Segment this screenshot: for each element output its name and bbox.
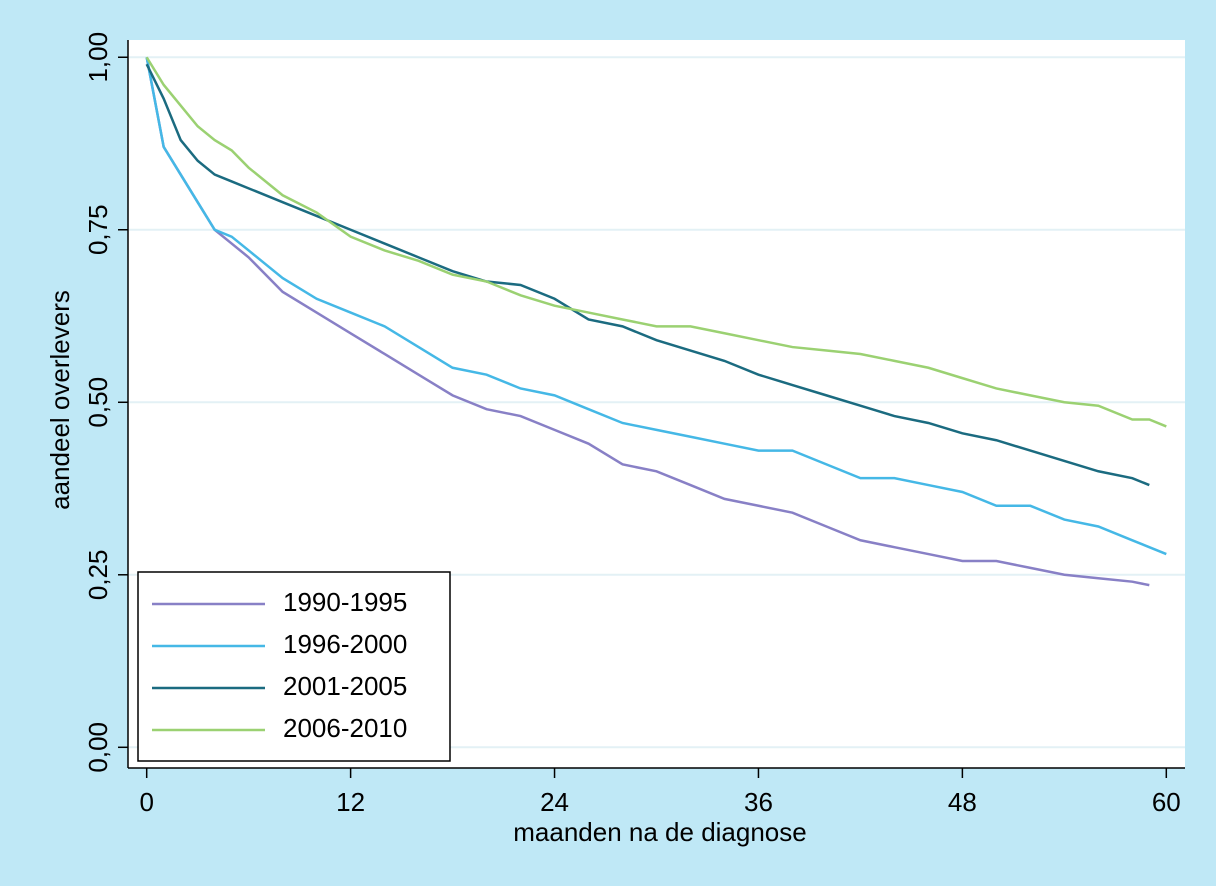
survival-line — [145, 56, 1167, 428]
y-tick-label: 0,75 — [83, 204, 113, 255]
survival-line — [145, 63, 1150, 487]
y-tick-label: 0,25 — [83, 549, 113, 600]
x-axis-label: maanden na de diagnose — [513, 817, 806, 847]
x-tick-label: 12 — [336, 787, 365, 817]
y-tick-label: 1,00 — [83, 32, 113, 83]
y-axis-label: aandeel overlevers — [45, 290, 75, 510]
y-tick-label: 0,00 — [83, 722, 113, 773]
x-tick-label: 48 — [948, 787, 977, 817]
legend-label: 1990-1995 — [283, 587, 407, 617]
survival-line — [145, 57, 1167, 556]
y-tick-label: 0,50 — [83, 377, 113, 428]
legend-label: 2006-2010 — [283, 713, 407, 743]
legend-label: 1996-2000 — [283, 629, 407, 659]
x-tick-label: 60 — [1152, 787, 1181, 817]
legend-label: 2001-2005 — [283, 671, 407, 701]
x-tick-label: 0 — [139, 787, 153, 817]
x-tick-label: 24 — [540, 787, 569, 817]
survival-line — [145, 57, 1150, 587]
x-tick-label: 36 — [744, 787, 773, 817]
